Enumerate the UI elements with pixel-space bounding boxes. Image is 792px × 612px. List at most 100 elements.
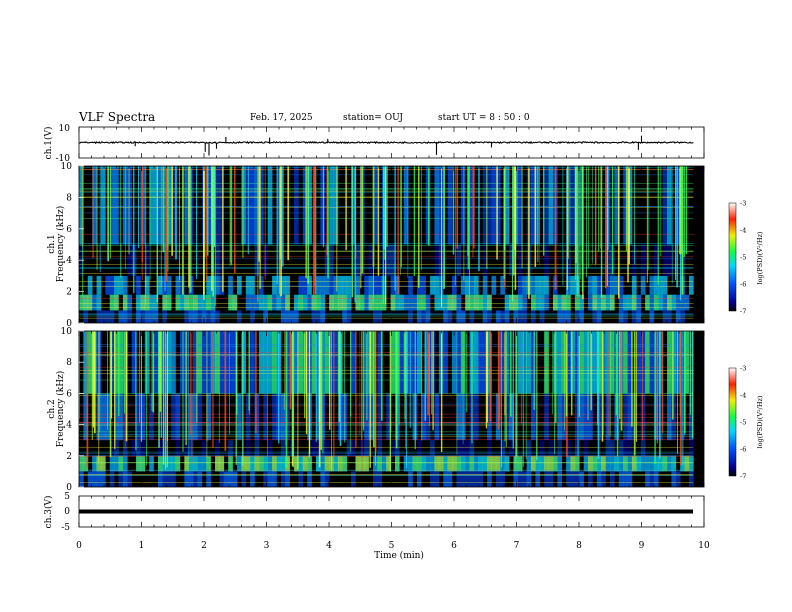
spec-cell (394, 275, 400, 295)
spec-cell (320, 310, 326, 323)
ch1-colorbar-label: log(PSD)(V²/Hz) (756, 231, 764, 284)
spec-cell (153, 294, 159, 311)
spec-cell (201, 310, 207, 323)
y-tick-label: 0 (66, 483, 72, 493)
spec-cell (342, 294, 347, 311)
spec-cell (500, 471, 505, 487)
spec-cell (364, 275, 369, 295)
spec-cell (399, 294, 405, 311)
spec-cell (263, 471, 268, 487)
spec-cell (487, 331, 492, 394)
spec-cell (631, 275, 637, 295)
spec-cell (254, 294, 260, 311)
spec-cell (649, 275, 655, 295)
spec-cell (368, 331, 374, 394)
spec-cell (193, 393, 198, 441)
spec-cell (645, 294, 650, 311)
spec-cell (469, 455, 475, 472)
spec-cell (482, 310, 488, 323)
spec-cell (166, 471, 172, 487)
spec-cell (359, 294, 365, 311)
spec-cell (263, 294, 268, 311)
spec-cell (566, 310, 571, 323)
spec-cell (197, 471, 203, 487)
spec-cell (215, 166, 220, 245)
spec-cell (175, 275, 181, 295)
y-tick-label: 4 (66, 421, 72, 431)
ch1-colorbar: -3 -4 -5 -6 -7 log(PSD)(V²/Hz) (728, 200, 764, 316)
spec-cell (675, 471, 681, 487)
spec-cell (114, 455, 119, 472)
ch1-spec-yticks: 0 2 4 6 8 10 (61, 162, 84, 329)
spec-cell (294, 294, 299, 311)
spec-cell (245, 455, 251, 472)
spec-cell (250, 310, 255, 323)
spec-cell (522, 471, 527, 487)
colorbar-tick-label: -6 (740, 281, 746, 289)
spec-cell (83, 393, 89, 441)
spec-cell (618, 310, 624, 323)
spec-cell (469, 294, 475, 311)
spec-cell (254, 440, 260, 456)
spec-cell (201, 331, 207, 394)
spec-cell (452, 455, 457, 472)
spec-cell (122, 275, 128, 295)
spec-cell (390, 440, 396, 456)
ch2-spec-panel: 0 2 4 6 8 10 ch.2 Frequency (kHz) (47, 327, 705, 493)
spec-cell (254, 166, 260, 245)
spec-cell (236, 310, 242, 323)
spec-cell (83, 455, 89, 472)
date-label: Feb. 17, 2025 (250, 113, 313, 123)
spec-cell (258, 294, 264, 311)
spec-cell (456, 471, 462, 487)
spec-cell (219, 275, 225, 295)
spec-cell (140, 294, 146, 311)
spec-cell (487, 294, 492, 311)
spec-cell (574, 393, 580, 441)
spec-cell (640, 275, 646, 295)
spec-cell (509, 440, 514, 456)
spec-cell (601, 455, 606, 472)
spec-cell (144, 275, 150, 295)
spec-cell (460, 471, 466, 487)
spec-cell (658, 275, 663, 295)
spec-cell (250, 455, 255, 472)
spec-cell (539, 310, 545, 323)
spec-cell (127, 310, 132, 323)
spec-cell (653, 244, 659, 276)
spec-cell (566, 275, 571, 295)
spec-cell (531, 275, 536, 295)
spec-cell (465, 455, 470, 472)
spec-cell (386, 455, 391, 472)
spec-cell (263, 310, 268, 323)
spec-cell (118, 455, 124, 472)
spec-cell (315, 440, 321, 456)
spec-cell (544, 393, 549, 441)
spec-cell (421, 294, 426, 311)
spec-cell (623, 393, 628, 441)
spec-cell (478, 455, 484, 472)
spec-cell (166, 275, 172, 295)
spec-cell (315, 294, 321, 311)
spec-cell (241, 455, 247, 472)
spec-cell (206, 310, 211, 323)
spec-cell (552, 455, 558, 472)
spec-cell (320, 166, 326, 245)
spec-cell (504, 166, 510, 245)
spec-cell (201, 294, 207, 311)
ch1-spectrogram-bands (79, 166, 694, 323)
spec-cell (140, 310, 146, 323)
spec-cell (403, 331, 409, 394)
spec-cell (100, 393, 106, 441)
spec-cell (377, 471, 383, 487)
spec-cell (636, 310, 642, 323)
spec-cell (504, 455, 510, 472)
spec-cell (193, 294, 198, 311)
spec-cell (337, 455, 343, 472)
spec-cell (618, 440, 624, 456)
spec-cell (285, 275, 290, 295)
spec-cell (263, 455, 268, 472)
spec-cell (434, 166, 440, 245)
spec-cell (447, 166, 453, 245)
spec-cell (122, 310, 128, 323)
